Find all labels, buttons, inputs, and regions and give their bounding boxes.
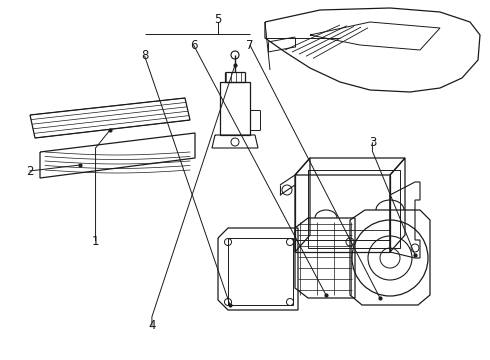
Text: 6: 6: [190, 39, 197, 51]
Text: 8: 8: [141, 49, 148, 62]
Text: 3: 3: [368, 136, 376, 149]
Text: 4: 4: [148, 319, 156, 332]
Text: 1: 1: [92, 235, 99, 248]
Text: 7: 7: [246, 39, 254, 51]
Text: 2: 2: [25, 165, 33, 177]
Text: 5: 5: [214, 13, 222, 26]
